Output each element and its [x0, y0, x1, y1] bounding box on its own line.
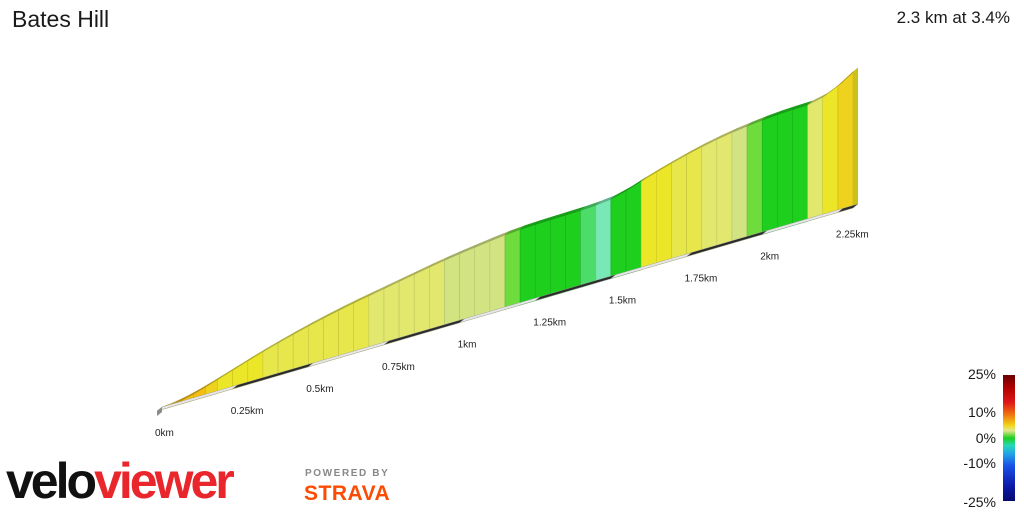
profile-segment: [474, 240, 491, 319]
distance-tick-labels: 0km 0.25km 0.5km 0.75km 1km 1.25km 1.5km…: [155, 229, 869, 439]
profile-segment: [368, 288, 385, 350]
profile-segment: [459, 246, 476, 324]
tick-label: 1.75km: [685, 274, 718, 285]
tick-label: 2km: [760, 252, 779, 263]
profile-segment: [308, 317, 324, 368]
profile-segment: [489, 234, 506, 315]
svg-text:veloviewer: veloviewer: [6, 453, 234, 508]
profile-segment: [625, 180, 642, 275]
profile-segment: [746, 119, 763, 240]
distance-band: [156, 384, 238, 412]
profile-segment: [686, 146, 702, 257]
profile-top-surface: [156, 67, 859, 412]
distance-band: [837, 203, 859, 213]
segment-summary: 2.3 km at 3.4%: [896, 8, 1010, 27]
legend-label-min: -25%: [963, 494, 996, 510]
veloviewer-logo[interactable]: veloviewer: [6, 452, 296, 508]
profile-segment: [656, 162, 672, 266]
legend-label-zero: 0%: [975, 430, 996, 446]
profile-segment: [504, 229, 521, 310]
profile-segment: [595, 198, 612, 284]
profile-segment: [323, 309, 339, 363]
profile-segment: [731, 125, 748, 244]
profile-segment: [398, 273, 415, 341]
profile-segment: [580, 204, 597, 288]
profile-segment: [338, 302, 354, 359]
profile-segment: [792, 104, 808, 227]
profile-segment: [822, 85, 839, 218]
tick-label: 0km: [155, 428, 174, 439]
profile-segment: [610, 190, 627, 280]
profile-segments: [156, 71, 854, 412]
legend-label-high: 10%: [967, 404, 996, 420]
tick-label: 0.25km: [231, 406, 264, 417]
profile-segment: [640, 171, 657, 271]
profile-segment: [383, 281, 400, 346]
profile-segment: [837, 71, 854, 213]
tick-label: 0.75km: [382, 362, 415, 373]
tick-label: 2.25km: [836, 229, 869, 240]
tick-label: 0.5km: [306, 384, 333, 395]
profile-start-cap: [157, 407, 162, 416]
powered-by-label: POWERED BY: [305, 468, 390, 479]
gradient-color-scale: [1003, 375, 1015, 501]
profile-segment: [777, 109, 793, 231]
profile-end-cap: [853, 67, 858, 208]
tick-label: 1.25km: [533, 318, 566, 329]
profile-segment: [534, 219, 551, 302]
profile-segment: [444, 253, 460, 328]
profile-segment: [671, 154, 687, 262]
tick-label: 1.5km: [609, 296, 636, 307]
legend-label-max: 25%: [967, 366, 996, 382]
profile-segment: [429, 259, 445, 332]
profile-segment: [716, 132, 733, 249]
profile-segment: [519, 224, 536, 306]
profile-segment: [701, 138, 718, 253]
profile-segment: [353, 295, 370, 355]
profile-segment: [550, 214, 566, 297]
profile-segment: [807, 96, 824, 222]
page-title: Bates Hill: [12, 6, 110, 32]
legend-label-low: -10%: [963, 455, 996, 471]
profile-segment: [565, 210, 581, 293]
tick-label: 1km: [458, 340, 477, 351]
distance-axis: [156, 203, 859, 416]
profile-segment: [413, 266, 430, 337]
strava-logo[interactable]: STRAVA: [304, 482, 391, 505]
profile-segment: [761, 114, 778, 235]
